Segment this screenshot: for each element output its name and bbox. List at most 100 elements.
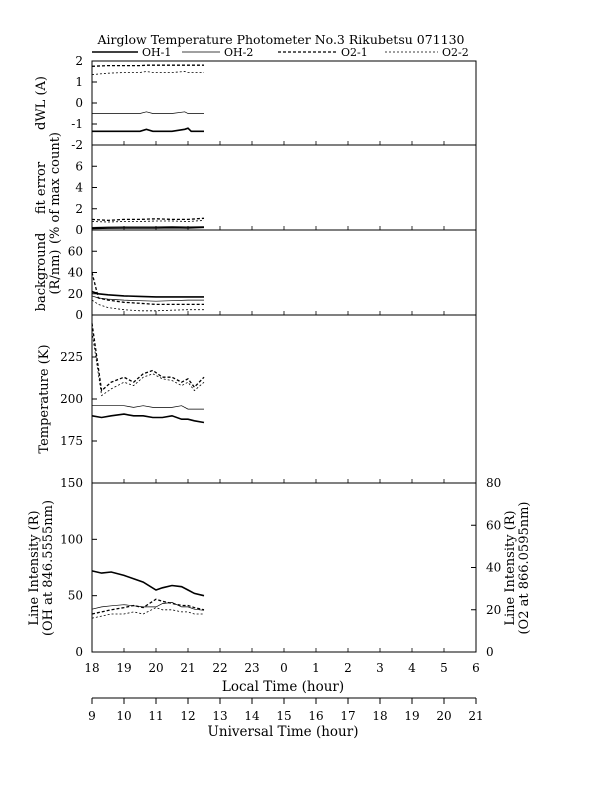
series-fit-oh-1 (91, 226, 205, 230)
universal-time-tick-label: 9 (88, 709, 96, 723)
y-tick-label-dwl: 0 (75, 96, 83, 110)
universal-time-tick-label: 15 (276, 709, 291, 723)
universal-time-tick-label: 14 (244, 709, 260, 723)
y-axis-label-fit: fit error (34, 161, 49, 214)
universal-time-tick-label: 21 (468, 709, 483, 723)
local-time-tick-label: 6 (472, 661, 480, 675)
y-axis-sublabel-intensity: (OH at 846.5555nm) (41, 500, 56, 636)
universal-time-tick-label: 20 (436, 709, 451, 723)
y-tick-label-temperature: 225 (60, 350, 83, 364)
x-axes: Local Time (hour) Universal Time (hour) … (84, 661, 483, 740)
y-tick-label-fit: 4 (75, 181, 83, 195)
y-right-axis-label-intensity: Line Intensity (R) (503, 510, 518, 625)
panel-frame-fit (91, 144, 477, 231)
series-intensity-o2-2 (91, 607, 204, 619)
series-fit-oh-2 (91, 226, 205, 228)
local-time-tick-label: 20 (148, 661, 163, 675)
series-temperature-oh-1 (91, 413, 205, 424)
series-fit-o2-1 (91, 217, 205, 222)
series-background-oh-1 (91, 290, 204, 298)
series-temperature-o2-2 (91, 331, 205, 397)
universal-time-tick-label: 13 (212, 709, 227, 723)
panel-background: 60 40 20 0 background (R/nm) (34, 229, 477, 322)
y-tick-label-background: 0 (75, 308, 83, 322)
y-tick-label-dwl: 2 (75, 54, 83, 68)
universal-time-tick-label: 10 (116, 709, 131, 723)
series-background-o2-2 (91, 299, 204, 312)
y-right-tick-label-intensity: 20 (486, 603, 501, 617)
series-dwl-oh-2 (92, 111, 204, 114)
y-axis-sublabel-fit: (% of max count) (48, 132, 63, 244)
y-axis-sublabel-background: (R/nm) (48, 249, 63, 294)
local-time-tick-label: 1 (312, 661, 320, 675)
y-tick-label-temperature: 200 (60, 392, 83, 406)
series-dwl-oh-1 (92, 127, 204, 133)
series-temperature-o2-1 (91, 323, 205, 392)
series-intensity-oh-2 (91, 602, 205, 611)
y-tick-label-dwl: -1 (71, 117, 83, 131)
y-tick-label-background: 20 (68, 287, 83, 301)
universal-time-tick-label: 19 (404, 709, 419, 723)
series-background-oh-2 (91, 295, 204, 302)
legend-label-o2-2: O2-2 (442, 46, 469, 59)
panel-frame-intensity (91, 482, 477, 653)
y-tick-label-intensity: 50 (68, 589, 83, 603)
y-tick-label-dwl: 1 (75, 75, 83, 89)
local-time-tick-label: 19 (116, 661, 131, 675)
universal-time-axis-label: Universal Time (hour) (208, 724, 359, 740)
panel-frame-dwl (91, 60, 477, 146)
chart-title: Airglow Temperature Photometer No.3 Riku… (97, 32, 465, 47)
universal-time-tick-label: 11 (148, 709, 163, 723)
y-axis-label-intensity: Line Intensity (R) (27, 510, 42, 625)
y-tick-label-temperature: 175 (60, 434, 83, 448)
local-time-tick-label: 0 (280, 661, 288, 675)
series-intensity-oh-1 (91, 570, 205, 597)
local-time-tick-label: 5 (440, 661, 448, 675)
y-tick-label-intensity: 100 (60, 532, 83, 546)
panel-fit: 6 4 2 0 fit error (% of max count) (34, 132, 477, 244)
series-temperature-oh-2 (92, 405, 204, 410)
series-dwl-o2-2 (91, 71, 204, 75)
y-tick-label-intensity: 150 (60, 476, 83, 490)
local-time-axis-label: Local Time (hour) (222, 679, 344, 695)
series-dwl-o2-1 (91, 64, 204, 67)
legend: OH-1 OH-2 O2-1 O2-2 (92, 46, 469, 59)
local-time-tick-label: 4 (408, 661, 416, 675)
universal-time-tick-label: 12 (180, 709, 195, 723)
legend-label-oh-1: OH-1 (142, 46, 171, 59)
local-time-tick-label: 2 (344, 661, 352, 675)
local-time-tick-label: 21 (180, 661, 195, 675)
legend-label-oh-2: OH-2 (224, 46, 253, 59)
y-tick-label-background: 40 (68, 266, 83, 280)
y-tick-label-fit: 2 (75, 202, 83, 216)
y-tick-label-background: 60 (68, 244, 83, 258)
series-intensity-o2-1 (91, 598, 205, 615)
panel-frame-temperature (91, 314, 477, 484)
universal-time-tick-label: 18 (372, 709, 387, 723)
y-right-tick-label-intensity: 80 (486, 476, 501, 490)
y-right-tick-label-intensity: 40 (486, 561, 501, 575)
universal-time-tick-label: 16 (308, 709, 323, 723)
legend-label-o2-1: O2-1 (341, 46, 368, 59)
y-tick-label-dwl: -2 (71, 138, 83, 152)
series-background-o2-1 (91, 272, 204, 306)
y-right-axis-sublabel-intensity: (O2 at 866.0595nm) (517, 501, 532, 634)
y-axis-label-background: background (34, 233, 49, 312)
local-time-tick-label: 22 (212, 661, 227, 675)
series-fit-o2-2 (91, 220, 205, 223)
panel-temperature: 225 200 175 Temperature (K) (37, 314, 477, 484)
panel-frame-background (91, 229, 477, 316)
universal-time-tick-label: 17 (340, 709, 355, 723)
y-right-tick-label-intensity: 0 (486, 645, 494, 659)
y-tick-label-intensity: 0 (75, 645, 83, 659)
y-axis-label-dwl: dWL (A) (34, 76, 49, 130)
local-time-tick-label: 23 (244, 661, 259, 675)
y-right-tick-label-intensity: 60 (486, 518, 501, 532)
y-axis-label-temperature: Temperature (K) (37, 344, 52, 453)
y-tick-label-fit: 6 (75, 159, 83, 173)
local-time-tick-label: 3 (376, 661, 384, 675)
y-tick-label-fit: 0 (75, 223, 83, 237)
